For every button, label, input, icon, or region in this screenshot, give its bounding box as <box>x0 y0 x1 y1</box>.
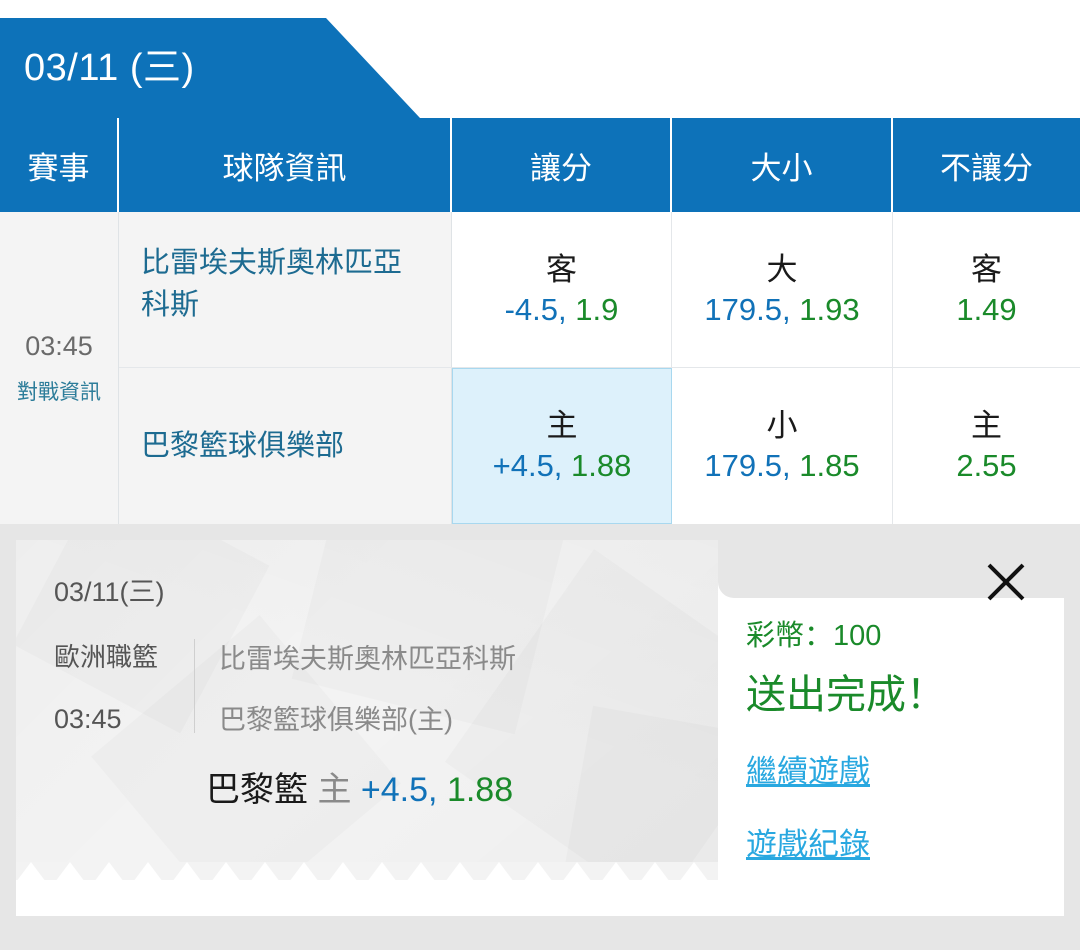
dialog-result-pane: 彩幣：100 送出完成！ 繼續遊戲 遊戲紀錄 <box>718 540 1064 916</box>
dialog-team-home: 巴黎籃球俱樂部(主) <box>219 705 453 735</box>
dialog-bet-selection: 巴黎籃 主 +4.5, 1.88 <box>206 762 513 811</box>
odds-handicap: 179.5, <box>704 448 791 483</box>
dialog-time: 03:45 <box>54 704 122 734</box>
status-message: 送出完成！ <box>746 673 946 717</box>
bet-side: 主 <box>317 771 352 809</box>
odds-side: 主 <box>971 408 1002 444</box>
odds-price: 1.93 <box>799 291 860 327</box>
team-name-home[interactable]: 巴黎籃球俱樂部 <box>119 368 452 524</box>
column-header-total[interactable]: 大小 <box>672 118 893 212</box>
table-row: 巴黎籃球俱樂部 主 +4.5, 1.88 小 179.5, 1.85 <box>119 368 1080 524</box>
game-history-link[interactable]: 遊戲紀錄 <box>746 827 870 862</box>
bet-confirmation-dialog: 03/11(三) 歐洲職籃 03:45 比雷埃夫斯奧林匹亞科斯 巴黎籃球俱樂部(… <box>16 540 1064 916</box>
date-tab-label: 03/11 (三) <box>24 47 195 89</box>
coins-label: 彩幣：100 <box>746 620 882 652</box>
match-time: 03:45 <box>25 330 93 361</box>
odds-price: 1.9 <box>575 291 619 327</box>
odds-value: 179.5, 1.93 <box>704 292 859 328</box>
table-body: 03:45 對戰資訊 比雷埃夫斯奧林匹亞科斯 客 -4.5, 1.9 大 179… <box>0 212 1080 524</box>
date-tab[interactable]: 03/11 (三) <box>0 18 420 118</box>
bet-confirmation-overlay: 03/11(三) 歐洲職籃 03:45 比雷埃夫斯奧林匹亞科斯 巴黎籃球俱樂部(… <box>0 524 1080 950</box>
column-header-team-info[interactable]: 球隊資訊 <box>119 118 452 212</box>
odds-handicap: +4.5, <box>492 448 563 483</box>
odds-side: 客 <box>546 251 577 287</box>
odds-price: 1.49 <box>956 291 1017 327</box>
dialog-team-away: 比雷埃夫斯奧林匹亞科斯 <box>219 644 516 674</box>
odds-cell-moneyline-away[interactable]: 客 1.49 <box>893 212 1080 367</box>
column-header-spread[interactable]: 讓分 <box>452 118 672 212</box>
odds-value: 2.55 <box>956 448 1016 484</box>
dialog-notch <box>718 540 1064 598</box>
continue-game-link[interactable]: 繼續遊戲 <box>746 754 870 789</box>
table-header-row: 賽事 球隊資訊 讓分 大小 不讓分 <box>0 118 1080 212</box>
odds-price: 1.88 <box>571 448 632 483</box>
odds-price: 1.85 <box>799 448 860 483</box>
dialog-summary-pane: 03/11(三) 歐洲職籃 03:45 比雷埃夫斯奧林匹亞科斯 巴黎籃球俱樂部(… <box>16 540 718 880</box>
dialog-divider <box>194 639 195 733</box>
odds-value: +4.5, 1.88 <box>493 448 632 484</box>
odds-cell-moneyline-home[interactable]: 主 2.55 <box>893 368 1080 524</box>
match-rows: 比雷埃夫斯奧林匹亞科斯 客 -4.5, 1.9 大 179.5, 1.93 <box>119 212 1080 524</box>
dialog-date: 03/11(三) <box>54 577 165 607</box>
bet-result-block: 彩幣：100 送出完成！ 繼續遊戲 遊戲紀錄 <box>746 612 946 892</box>
bet-team: 巴黎籃 <box>206 771 308 809</box>
odds-side: 主 <box>546 408 578 444</box>
sawtooth-edge <box>16 862 718 880</box>
column-header-moneyline[interactable]: 不讓分 <box>893 118 1080 212</box>
odds-cell-spread-home[interactable]: 主 +4.5, 1.88 <box>452 368 672 524</box>
odds-handicap: 179.5, <box>704 291 791 327</box>
odds-cell-spread-away[interactable]: 客 -4.5, 1.9 <box>452 212 672 367</box>
odds-side: 大 <box>766 251 798 287</box>
odds-value: -4.5, 1.9 <box>505 292 619 328</box>
dialog-match-meta: 03/11(三) 歐洲職籃 03:45 比雷埃夫斯奧林匹亞科斯 巴黎籃球俱樂部(… <box>54 570 516 737</box>
team-name-away[interactable]: 比雷埃夫斯奧林匹亞科斯 <box>119 212 452 367</box>
close-icon[interactable] <box>978 554 1034 610</box>
odds-handicap: -4.5, <box>504 291 567 327</box>
bet-price: 1.88 <box>446 771 514 809</box>
match-info-link[interactable]: 對戰資訊 <box>17 380 101 404</box>
match-time-cell: 03:45 對戰資訊 <box>0 212 119 524</box>
odds-value: 1.49 <box>956 292 1016 328</box>
odds-side: 客 <box>971 251 1002 287</box>
dialog-league: 歐洲職籃 <box>54 642 159 672</box>
odds-price: 2.55 <box>956 448 1017 483</box>
column-header-event[interactable]: 賽事 <box>0 118 119 212</box>
odds-side: 小 <box>766 408 798 444</box>
odds-value: 179.5, 1.85 <box>704 448 859 484</box>
bet-handicap: +4.5, <box>360 771 438 809</box>
odds-cell-total-under[interactable]: 小 179.5, 1.85 <box>672 368 893 524</box>
dialog-footer-strip <box>16 880 718 916</box>
table-row: 比雷埃夫斯奧林匹亞科斯 客 -4.5, 1.9 大 179.5, 1.93 <box>119 212 1080 368</box>
odds-cell-total-over[interactable]: 大 179.5, 1.93 <box>672 212 893 367</box>
